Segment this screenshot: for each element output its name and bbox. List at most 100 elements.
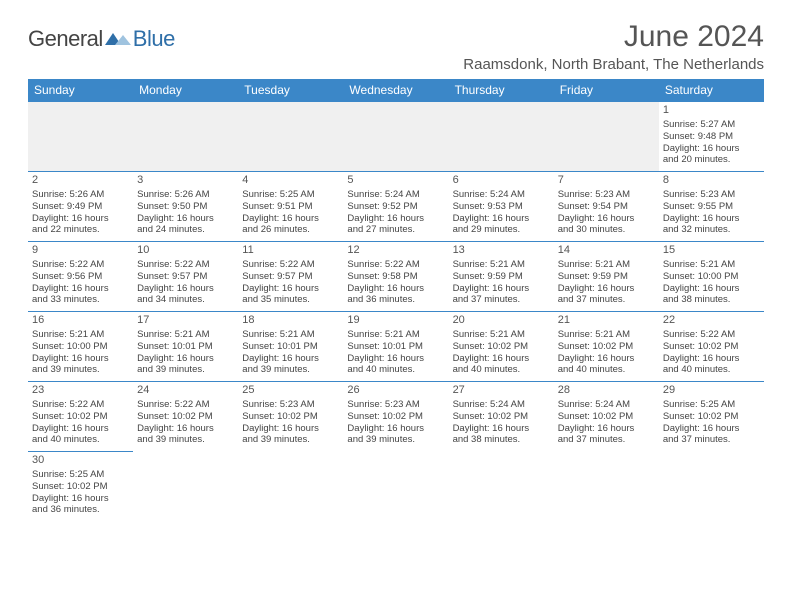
day-d1: Daylight: 16 hours	[137, 213, 234, 225]
day-sr: Sunrise: 5:24 AM	[453, 189, 550, 201]
day-number: 9	[32, 244, 129, 258]
day-ss: Sunset: 9:54 PM	[558, 201, 655, 213]
calendar-day-cell: 15Sunrise: 5:21 AMSunset: 10:00 PMDaylig…	[659, 242, 764, 312]
day-number: 30	[32, 454, 129, 468]
calendar-day-cell: 23Sunrise: 5:22 AMSunset: 10:02 PMDaylig…	[28, 382, 133, 452]
day-ss: Sunset: 9:49 PM	[32, 201, 129, 213]
day-ss: Sunset: 10:00 PM	[32, 341, 129, 353]
day-sr: Sunrise: 5:24 AM	[453, 399, 550, 411]
day-d1: Daylight: 16 hours	[663, 213, 760, 225]
calendar-day-cell: 24Sunrise: 5:22 AMSunset: 10:02 PMDaylig…	[133, 382, 238, 452]
calendar-blank-cell	[343, 102, 448, 172]
day-sr: Sunrise: 5:21 AM	[558, 329, 655, 341]
calendar-day-cell: 27Sunrise: 5:24 AMSunset: 10:02 PMDaylig…	[449, 382, 554, 452]
day-d2: and 24 minutes.	[137, 224, 234, 236]
logo-text-general: General	[28, 26, 103, 52]
day-sr: Sunrise: 5:25 AM	[32, 469, 129, 481]
day-sr: Sunrise: 5:23 AM	[558, 189, 655, 201]
calendar-day-cell: 2Sunrise: 5:26 AMSunset: 9:49 PMDaylight…	[28, 172, 133, 242]
day-ss: Sunset: 10:02 PM	[558, 411, 655, 423]
day-d2: and 39 minutes.	[242, 364, 339, 376]
day-ss: Sunset: 9:57 PM	[242, 271, 339, 283]
day-ss: Sunset: 9:59 PM	[453, 271, 550, 283]
day-ss: Sunset: 10:01 PM	[347, 341, 444, 353]
day-number: 26	[347, 384, 444, 398]
day-d2: and 37 minutes.	[558, 434, 655, 446]
day-d2: and 22 minutes.	[32, 224, 129, 236]
day-number: 5	[347, 174, 444, 188]
day-d2: and 37 minutes.	[558, 294, 655, 306]
calendar-day-cell: 16Sunrise: 5:21 AMSunset: 10:00 PMDaylig…	[28, 312, 133, 382]
weekday-friday: Friday	[554, 79, 659, 102]
day-number: 1	[663, 104, 760, 118]
day-ss: Sunset: 10:02 PM	[453, 341, 550, 353]
calendar-week-row: 30Sunrise: 5:25 AMSunset: 10:02 PMDaylig…	[28, 452, 764, 522]
location: Raamsdonk, North Brabant, The Netherland…	[463, 56, 764, 73]
day-number: 27	[453, 384, 550, 398]
day-number: 2	[32, 174, 129, 188]
calendar-blank-cell	[28, 102, 133, 172]
day-d1: Daylight: 16 hours	[347, 353, 444, 365]
day-d1: Daylight: 16 hours	[453, 283, 550, 295]
day-d1: Daylight: 16 hours	[663, 143, 760, 155]
day-d2: and 33 minutes.	[32, 294, 129, 306]
weekday-saturday: Saturday	[659, 79, 764, 102]
day-sr: Sunrise: 5:26 AM	[137, 189, 234, 201]
day-number: 19	[347, 314, 444, 328]
calendar-day-cell: 4Sunrise: 5:25 AMSunset: 9:51 PMDaylight…	[238, 172, 343, 242]
day-d1: Daylight: 16 hours	[242, 353, 339, 365]
day-ss: Sunset: 9:56 PM	[32, 271, 129, 283]
calendar-day-cell: 19Sunrise: 5:21 AMSunset: 10:01 PMDaylig…	[343, 312, 448, 382]
day-ss: Sunset: 10:02 PM	[137, 411, 234, 423]
day-sr: Sunrise: 5:22 AM	[32, 399, 129, 411]
calendar-day-cell: 1Sunrise: 5:27 AMSunset: 9:48 PMDaylight…	[659, 102, 764, 172]
logo-flag-icon	[105, 31, 131, 47]
day-d2: and 37 minutes.	[663, 434, 760, 446]
day-d2: and 36 minutes.	[32, 504, 129, 516]
calendar-day-cell: 25Sunrise: 5:23 AMSunset: 10:02 PMDaylig…	[238, 382, 343, 452]
day-d1: Daylight: 16 hours	[347, 423, 444, 435]
calendar-day-cell: 13Sunrise: 5:21 AMSunset: 9:59 PMDayligh…	[449, 242, 554, 312]
day-number: 21	[558, 314, 655, 328]
day-d1: Daylight: 16 hours	[558, 213, 655, 225]
day-sr: Sunrise: 5:24 AM	[347, 189, 444, 201]
calendar-empty-cell	[449, 452, 554, 522]
month-title: June 2024	[463, 20, 764, 54]
day-d2: and 32 minutes.	[663, 224, 760, 236]
day-sr: Sunrise: 5:21 AM	[137, 329, 234, 341]
day-number: 18	[242, 314, 339, 328]
day-number: 14	[558, 244, 655, 258]
calendar-day-cell: 17Sunrise: 5:21 AMSunset: 10:01 PMDaylig…	[133, 312, 238, 382]
day-ss: Sunset: 9:59 PM	[558, 271, 655, 283]
calendar-blank-cell	[449, 102, 554, 172]
day-d2: and 27 minutes.	[347, 224, 444, 236]
day-sr: Sunrise: 5:23 AM	[242, 399, 339, 411]
day-d2: and 40 minutes.	[663, 364, 760, 376]
day-ss: Sunset: 10:00 PM	[663, 271, 760, 283]
day-number: 7	[558, 174, 655, 188]
day-ss: Sunset: 9:50 PM	[137, 201, 234, 213]
day-d2: and 20 minutes.	[663, 154, 760, 166]
day-d1: Daylight: 16 hours	[558, 423, 655, 435]
day-number: 4	[242, 174, 339, 188]
day-d1: Daylight: 16 hours	[32, 493, 129, 505]
day-d1: Daylight: 16 hours	[453, 423, 550, 435]
day-ss: Sunset: 9:53 PM	[453, 201, 550, 213]
day-ss: Sunset: 10:02 PM	[32, 411, 129, 423]
day-sr: Sunrise: 5:21 AM	[453, 329, 550, 341]
weekday-tuesday: Tuesday	[238, 79, 343, 102]
day-sr: Sunrise: 5:21 AM	[242, 329, 339, 341]
day-ss: Sunset: 10:02 PM	[663, 411, 760, 423]
day-sr: Sunrise: 5:25 AM	[242, 189, 339, 201]
day-number: 17	[137, 314, 234, 328]
day-sr: Sunrise: 5:25 AM	[663, 399, 760, 411]
day-number: 16	[32, 314, 129, 328]
day-sr: Sunrise: 5:22 AM	[137, 259, 234, 271]
day-sr: Sunrise: 5:27 AM	[663, 119, 760, 131]
day-ss: Sunset: 10:02 PM	[453, 411, 550, 423]
day-ss: Sunset: 9:48 PM	[663, 131, 760, 143]
calendar-week-row: 2 Sunrise: 5:26 AM Sunset: 9:49 PM Daylight…	[28, 172, 764, 242]
day-d1: Daylight: 16 hours	[663, 283, 760, 295]
day-ss: Sunset: 10:01 PM	[242, 341, 339, 353]
day-d2: and 39 minutes.	[137, 364, 234, 376]
